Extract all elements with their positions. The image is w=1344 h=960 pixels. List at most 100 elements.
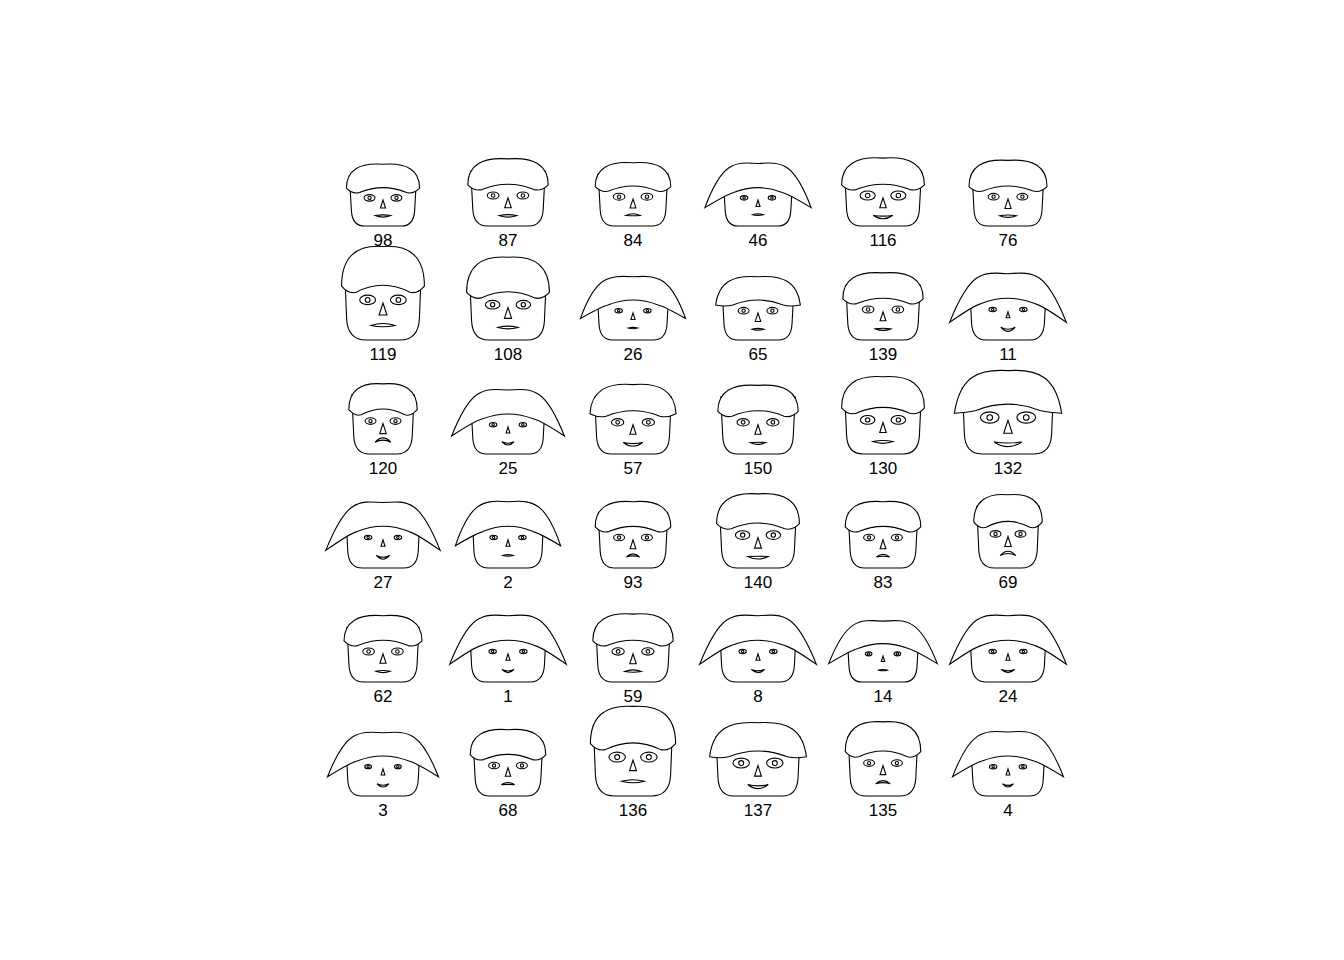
nose — [880, 312, 886, 321]
face — [716, 276, 801, 340]
nose — [1006, 312, 1010, 318]
hair — [590, 706, 675, 750]
pupil — [646, 309, 648, 311]
mouth — [751, 669, 764, 672]
mouth — [1000, 551, 1016, 555]
hair — [845, 722, 921, 758]
face — [470, 729, 546, 796]
eye — [611, 419, 623, 426]
eye — [862, 306, 874, 313]
nose — [631, 313, 635, 320]
hair — [452, 389, 565, 436]
pupil — [992, 195, 995, 198]
face-label: 84 — [624, 231, 643, 250]
face-label: 11 — [999, 345, 1017, 364]
pupil — [491, 194, 494, 197]
mouth — [503, 555, 514, 557]
pupil — [397, 536, 399, 538]
pupil — [1021, 195, 1024, 198]
face-label: 1 — [503, 687, 512, 706]
face-label: 108 — [494, 345, 522, 364]
pupil — [616, 650, 620, 654]
face-label: 76 — [999, 231, 1018, 250]
eye — [517, 192, 529, 199]
hair — [470, 729, 546, 760]
hair — [842, 158, 925, 190]
nose — [880, 198, 887, 208]
eye — [737, 419, 749, 426]
pupil — [772, 761, 777, 766]
nose — [506, 540, 510, 547]
face — [590, 384, 676, 454]
eye — [641, 193, 653, 200]
eye — [1017, 412, 1036, 423]
face-label: 132 — [994, 459, 1022, 478]
nose — [381, 769, 385, 775]
eye — [516, 300, 530, 309]
pupil — [368, 196, 371, 199]
pupil — [645, 536, 648, 539]
face — [452, 389, 565, 454]
mouth — [994, 442, 1022, 447]
pupil — [492, 423, 494, 425]
pupil — [867, 653, 869, 655]
nose — [379, 303, 387, 315]
eye — [392, 648, 404, 655]
pupil — [522, 423, 524, 425]
eye — [1020, 307, 1027, 311]
nose — [630, 760, 637, 771]
face — [845, 722, 921, 796]
nose — [381, 540, 385, 547]
nose — [505, 768, 510, 777]
eye — [1017, 193, 1028, 200]
eye — [891, 191, 906, 200]
nose — [1004, 420, 1013, 433]
hair — [842, 377, 925, 414]
face-label: 136 — [619, 801, 647, 820]
face — [593, 614, 673, 682]
face-label: 14 — [874, 687, 893, 706]
eye — [519, 422, 526, 426]
pupil — [740, 533, 744, 537]
mouth — [625, 670, 642, 672]
eye — [1020, 649, 1027, 653]
hair — [468, 159, 548, 190]
mouth — [750, 442, 766, 444]
face — [595, 162, 671, 226]
eye — [489, 762, 500, 769]
eye — [395, 765, 402, 769]
face-label: 65 — [749, 345, 768, 364]
pupil — [865, 418, 869, 422]
face — [845, 501, 921, 568]
hair — [349, 384, 417, 416]
face — [346, 164, 419, 226]
hair — [344, 615, 422, 646]
pupil — [896, 193, 901, 198]
eye — [609, 752, 626, 762]
eye — [988, 193, 999, 200]
pupil — [521, 536, 523, 538]
eye — [642, 648, 654, 655]
mouth — [873, 215, 892, 218]
mouth — [1001, 327, 1015, 331]
mouth — [1003, 784, 1014, 787]
pupil — [1023, 415, 1029, 421]
eye — [390, 295, 406, 304]
face — [580, 276, 685, 340]
nose — [505, 198, 512, 208]
eye — [390, 418, 401, 425]
nose — [1005, 199, 1011, 209]
eye — [364, 195, 375, 202]
eye — [770, 649, 777, 653]
pupil — [771, 197, 773, 199]
pupil — [743, 197, 745, 199]
pupil — [520, 764, 523, 767]
eye — [365, 418, 376, 425]
nose — [880, 540, 886, 549]
pupil — [617, 309, 619, 311]
face — [843, 273, 923, 340]
pupil — [395, 196, 398, 199]
face — [705, 163, 811, 226]
eye — [891, 416, 905, 425]
eye — [892, 306, 904, 313]
